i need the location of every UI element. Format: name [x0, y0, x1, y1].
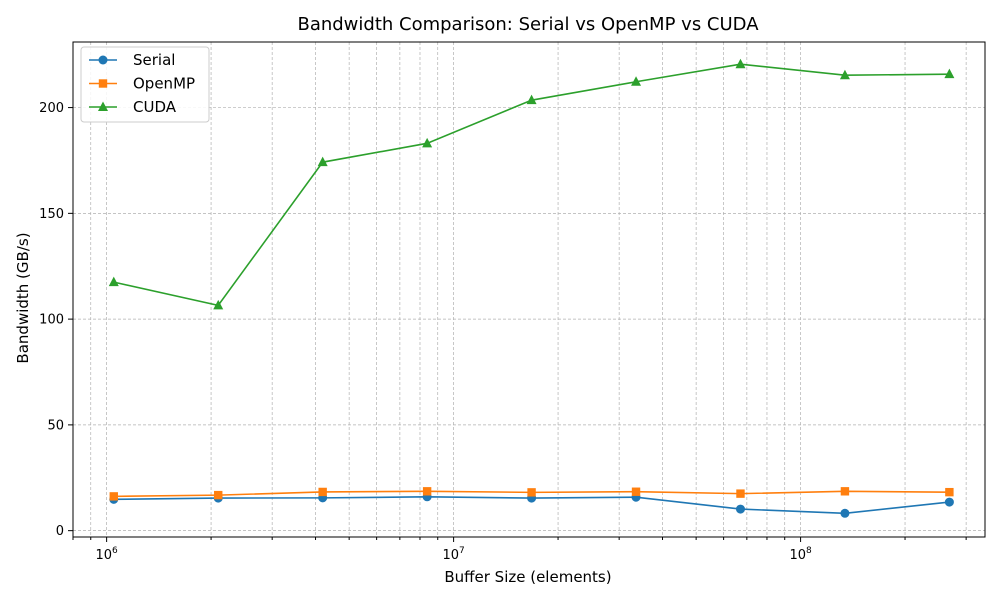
x-axis-label: Buffer Size (elements) [444, 568, 611, 586]
y-tick-label: 150 [39, 207, 64, 222]
cuda-series [108, 58, 955, 310]
y-axis-label: Bandwidth (GB/s) [14, 232, 32, 363]
plot-frame [72, 41, 986, 538]
openmp-point [318, 487, 327, 497]
legend-swatch-marker [98, 79, 108, 88]
y-tick-label: 200 [39, 101, 64, 116]
y-tick-label: 50 [47, 418, 64, 433]
cuda-point [631, 76, 642, 86]
y-tick-label: 100 [39, 313, 64, 328]
x-tick-label: 107 [442, 546, 464, 563]
cuda-point [944, 68, 955, 79]
legend-entry-openmp: OpenMP [89, 75, 195, 93]
legend-label: OpenMP [133, 75, 195, 93]
legend-box [80, 46, 210, 123]
legend-label: Serial [133, 51, 175, 69]
x-tick-label: 106 [95, 546, 118, 563]
cuda-point [213, 299, 224, 310]
openmp-point [736, 489, 745, 498]
cuda-point [317, 156, 328, 167]
openmp-series [109, 487, 954, 501]
openmp-point [109, 492, 118, 501]
grid [72, 42, 985, 537]
legend-label: CUDA [133, 98, 177, 116]
openmp-point [840, 487, 850, 496]
openmp-point [422, 487, 432, 496]
openmp-point [945, 487, 954, 497]
cuda-point [839, 69, 850, 80]
legend-swatch-marker [98, 55, 108, 65]
legend-entry-serial: Serial [89, 51, 175, 69]
cuda-point [422, 137, 433, 148]
legend-swatch-marker [98, 101, 108, 111]
serial-point [735, 504, 745, 514]
x-tick-label: 108 [789, 546, 812, 563]
openmp-point [631, 487, 641, 496]
legend: Serial OpenMP CUDA [80, 46, 210, 123]
openmp-point [214, 490, 223, 500]
openmp-point [527, 488, 536, 497]
cuda-point [526, 94, 537, 105]
legend-entry-cuda: CUDA [89, 98, 177, 116]
y-tick-label: 0 [56, 524, 64, 539]
chart-title: Bandwidth Comparison: Serial vs OpenMP v… [297, 14, 759, 35]
series-layer [108, 58, 955, 518]
cuda-point [735, 58, 746, 69]
axis-ticks: 106 107 108 0 50 100 150 200 [39, 101, 967, 563]
serial-point [944, 497, 954, 507]
serial-point [840, 508, 850, 518]
cuda-point [108, 276, 119, 287]
